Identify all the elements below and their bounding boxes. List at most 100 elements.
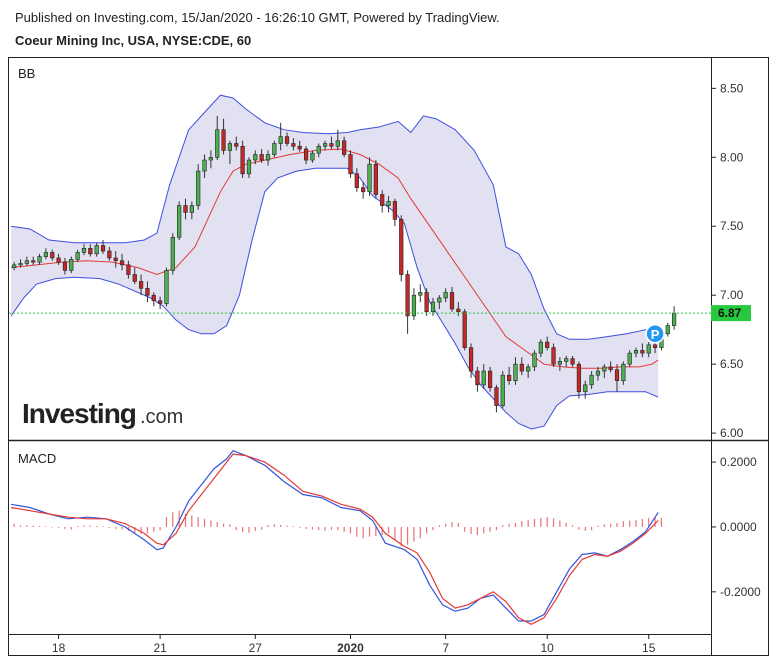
time-tick-label: 27 [249, 641, 263, 655]
macd-histogram [13, 510, 663, 547]
candle-body [373, 163, 378, 195]
candle-body [151, 294, 156, 302]
candle-body [646, 344, 651, 354]
macd-tick-label: 0.2000 [720, 455, 757, 469]
candle-body [234, 143, 239, 147]
candle-body [532, 352, 537, 368]
dividend-marker-label: P [651, 327, 660, 342]
bb-lower-line [10, 167, 659, 430]
chart-frame [8, 57, 769, 656]
time-tick-label: 10 [541, 641, 555, 655]
candle-body [602, 366, 607, 372]
candle-body [507, 374, 512, 382]
candle-body [170, 236, 175, 271]
candle-body [31, 260, 36, 263]
candle-body [519, 363, 524, 372]
candle-body [107, 250, 112, 259]
candle-body [81, 248, 87, 253]
candle-body [589, 374, 594, 386]
price-tick-label: 8.00 [720, 150, 744, 164]
candle-body [24, 260, 29, 264]
logo-wordmark: Investing [22, 398, 136, 429]
published-caption: Published on Investing.com, 15/Jan/2020 … [15, 10, 500, 25]
candle-body [513, 363, 518, 382]
candle-body [380, 194, 385, 206]
macd-lines [10, 449, 659, 625]
candle-body [189, 205, 194, 213]
candle-body [50, 252, 55, 259]
candle-body [456, 308, 461, 313]
candle-body [69, 259, 74, 271]
candle-body [75, 252, 80, 260]
instrument-title: Coeur Mining Inc, USA, NYSE:CDE, 60 [15, 33, 252, 48]
candle-body [221, 129, 226, 151]
candle-body [132, 274, 137, 282]
candle-body [119, 260, 125, 266]
candle-body [18, 263, 23, 266]
price-tick-label: 7.50 [720, 219, 744, 233]
macd-panel-label: MACD [18, 451, 56, 466]
time-tick-label: 15 [642, 641, 656, 655]
candle-body [570, 358, 575, 365]
candle-body [138, 281, 144, 289]
candle-body [94, 245, 99, 255]
candle-body [164, 270, 169, 304]
time-tick-label: 18 [52, 641, 66, 655]
candle-body [665, 325, 670, 335]
candle-body [640, 350, 645, 354]
candle-body [652, 344, 658, 348]
candle-body [583, 384, 588, 393]
candle-body [208, 156, 213, 161]
candle-body [361, 187, 366, 193]
candle-body [259, 154, 264, 161]
candle-body [621, 363, 626, 382]
candle-body [88, 248, 93, 255]
candle-body [468, 347, 474, 372]
time-tick-label: 2020 [337, 641, 364, 655]
candle-body [437, 297, 442, 303]
signal-line [10, 453, 659, 625]
price-tick-label: 6.50 [720, 357, 744, 371]
candle-body [367, 163, 372, 193]
macd-tick-label: -0.2000 [720, 585, 761, 599]
bb-panel-label: BB [18, 66, 35, 81]
price-tick-label: 7.00 [720, 288, 744, 302]
price-axis-ticks: 8.50 8.00 7.50 7.00 6.50 6.00 [711, 81, 744, 440]
candle-body [215, 129, 220, 158]
candle-body [551, 347, 556, 365]
candle-body [500, 374, 505, 406]
candle-body [614, 369, 620, 382]
candle-body [62, 261, 68, 271]
candle-body [100, 245, 106, 252]
candle-body [564, 358, 569, 362]
candle-body [272, 143, 277, 155]
time-tick-label: 21 [153, 641, 167, 655]
investing-logo: Investing .com [22, 398, 183, 429]
candle-body [424, 292, 429, 313]
candle-body [342, 140, 347, 155]
candle-body [56, 257, 61, 263]
logo-suffix: .com [140, 406, 183, 428]
bb-basis-line [10, 148, 659, 369]
candle-body [43, 252, 48, 257]
candle-body [608, 366, 613, 370]
candle-body [487, 370, 493, 388]
candle-body [322, 143, 328, 147]
candle-body [335, 140, 340, 147]
candle-body [278, 136, 283, 144]
candle-body [462, 311, 467, 348]
candle-body [526, 366, 531, 372]
candle-body [126, 264, 131, 275]
candle-body [183, 205, 188, 213]
candle-body [316, 145, 321, 154]
candle-body [113, 257, 118, 262]
candle-body [253, 154, 258, 161]
candle-body [595, 370, 601, 376]
candle-body [227, 143, 233, 151]
current-price-label: 6.87 [718, 306, 742, 320]
candle-body [671, 312, 677, 326]
candle-body [405, 274, 410, 317]
bb-fill [11, 95, 659, 429]
time-tick-label: 7 [442, 641, 449, 655]
